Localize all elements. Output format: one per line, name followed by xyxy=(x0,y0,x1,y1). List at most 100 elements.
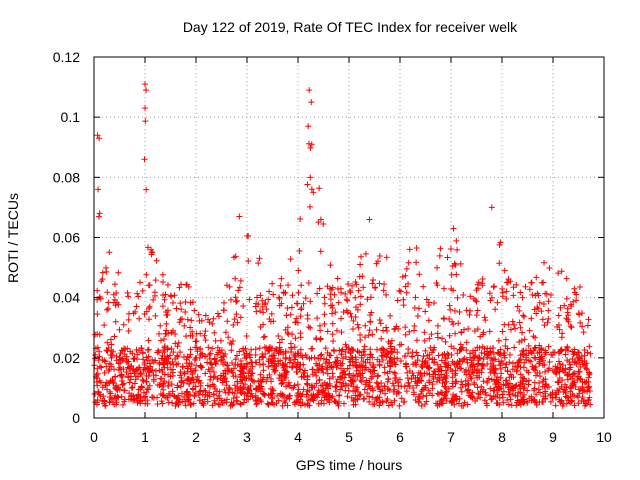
data-point xyxy=(160,380,167,387)
data-point xyxy=(543,381,550,388)
data-point xyxy=(187,324,194,331)
data-point xyxy=(252,394,259,401)
data-point xyxy=(577,319,584,326)
data-point xyxy=(129,350,136,357)
data-point xyxy=(316,185,323,192)
data-point xyxy=(340,309,347,316)
data-point xyxy=(509,387,516,394)
data-point xyxy=(323,392,330,399)
data-point xyxy=(579,387,586,394)
data-point xyxy=(167,360,174,367)
data-point xyxy=(419,364,426,371)
data-point xyxy=(188,361,195,368)
data-point xyxy=(134,351,141,358)
data-point xyxy=(332,309,339,316)
data-point xyxy=(233,298,240,305)
data-point xyxy=(332,398,339,405)
data-point xyxy=(467,307,474,314)
data-point xyxy=(317,216,324,223)
data-point xyxy=(545,343,552,350)
data-point xyxy=(201,332,208,339)
data-point xyxy=(248,390,255,397)
data-point xyxy=(217,337,224,344)
data-point xyxy=(412,294,419,301)
data-point xyxy=(552,402,559,409)
data-point xyxy=(96,135,103,142)
data-point xyxy=(195,378,202,385)
data-point xyxy=(583,360,590,367)
data-point xyxy=(288,345,295,352)
data-point xyxy=(543,290,550,297)
y-tick-label: 0.04 xyxy=(53,290,80,306)
data-point xyxy=(458,402,465,409)
data-point xyxy=(243,396,250,403)
data-point xyxy=(350,378,357,385)
data-point xyxy=(184,388,191,395)
data-point xyxy=(310,397,317,404)
data-point xyxy=(260,354,267,361)
data-point xyxy=(563,315,570,322)
data-point xyxy=(107,390,114,397)
data-point xyxy=(256,345,263,352)
data-point xyxy=(387,312,394,319)
data-point xyxy=(562,346,569,353)
data-point xyxy=(490,350,497,357)
data-point xyxy=(224,362,231,369)
data-point xyxy=(453,396,460,403)
data-point xyxy=(146,360,153,367)
data-point xyxy=(461,368,468,375)
y-tick-label: 0 xyxy=(72,410,80,426)
data-point xyxy=(242,355,249,362)
data-point xyxy=(140,366,147,373)
data-point xyxy=(463,347,470,354)
data-point xyxy=(228,347,235,354)
data-point xyxy=(452,378,459,385)
data-point xyxy=(332,384,339,391)
data-point xyxy=(342,290,349,297)
data-point xyxy=(516,339,523,346)
data-point xyxy=(159,303,166,310)
data-point xyxy=(308,186,315,193)
data-point xyxy=(169,388,176,395)
data-point xyxy=(295,289,302,296)
data-point xyxy=(275,333,282,340)
data-point xyxy=(423,398,430,405)
data-point xyxy=(497,346,504,353)
data-point xyxy=(160,279,167,286)
data-point xyxy=(113,299,120,306)
data-point xyxy=(440,396,447,403)
data-point xyxy=(116,364,123,371)
data-point xyxy=(268,376,275,383)
data-point xyxy=(528,279,535,286)
data-point xyxy=(497,374,504,381)
data-point xyxy=(146,305,153,312)
data-point xyxy=(347,377,354,384)
data-point xyxy=(516,319,523,326)
data-point xyxy=(453,271,460,278)
data-point xyxy=(323,356,330,363)
data-point xyxy=(488,294,495,301)
data-point xyxy=(177,383,184,390)
data-point xyxy=(383,254,390,261)
data-point xyxy=(402,272,409,279)
data-point xyxy=(358,354,365,361)
data-point xyxy=(313,372,320,379)
data-point xyxy=(196,397,203,404)
data-point xyxy=(342,387,349,394)
data-point xyxy=(340,355,347,362)
data-point xyxy=(502,336,509,343)
data-point xyxy=(356,349,363,356)
data-point xyxy=(385,385,392,392)
data-point xyxy=(366,379,373,386)
data-point xyxy=(513,368,520,375)
data-point xyxy=(129,367,136,374)
data-point xyxy=(237,314,244,321)
data-point xyxy=(221,359,228,366)
data-point xyxy=(338,351,345,358)
data-point xyxy=(523,347,530,354)
data-point xyxy=(134,399,141,406)
data-point xyxy=(305,324,312,331)
data-point xyxy=(552,370,559,377)
data-point xyxy=(307,174,314,181)
data-point xyxy=(287,392,294,399)
